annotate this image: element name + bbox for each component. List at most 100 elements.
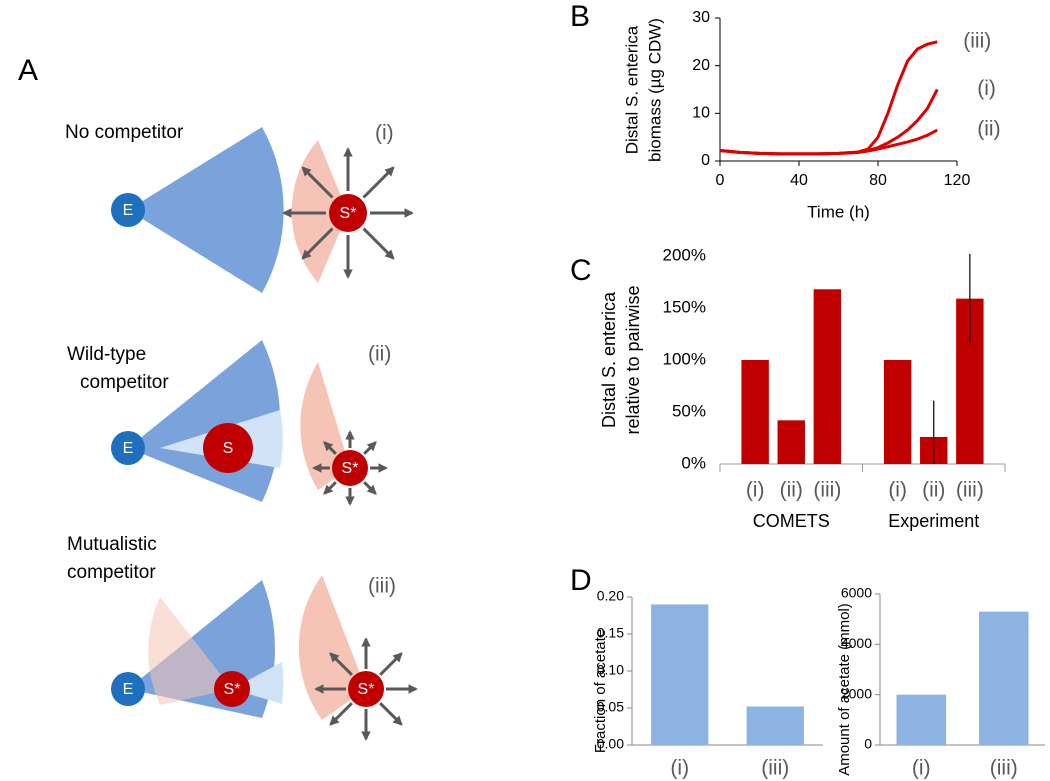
arrow <box>329 652 353 676</box>
wedge <box>232 662 284 704</box>
line-series <box>719 128 938 156</box>
x-axis-label: Time (h) <box>807 202 870 221</box>
arrow <box>301 166 334 199</box>
y-tick-label: 0 <box>864 736 872 752</box>
arrow <box>329 702 353 726</box>
row-label: competitor <box>80 372 169 393</box>
series-label: (i) <box>977 77 996 100</box>
x-tick-label: 120 <box>944 172 971 189</box>
y-axis-label: relative to pairwise <box>623 285 643 434</box>
arrow <box>363 441 377 455</box>
series-label: (ii) <box>977 118 1000 141</box>
y-axis-label: biomass (µg CDW) <box>645 18 664 162</box>
arrows <box>282 147 418 741</box>
y-axis-label: Distal S. enterica <box>599 291 619 428</box>
node-label: S* <box>340 205 357 222</box>
row-label: competitor <box>67 562 156 583</box>
node-label: S* <box>358 681 375 698</box>
x-tick-label: (ii) <box>780 479 803 502</box>
arrow <box>323 441 337 455</box>
y-tick-label: 150% <box>663 297 706 316</box>
x-tick-label: (ii) <box>922 479 945 502</box>
x-tick-label: (iii) <box>990 757 1018 780</box>
y-tick-label: 0% <box>681 453 706 472</box>
y-tick-label: 10 <box>692 105 710 122</box>
bar <box>651 604 709 745</box>
bar <box>777 420 805 464</box>
y-axis-label: Distal S. enterica <box>622 25 641 154</box>
y-tick-label: 0.10 <box>597 662 624 678</box>
node-label: S <box>223 440 234 457</box>
node-label: E <box>123 202 134 219</box>
y-tick-label: 50% <box>672 401 706 420</box>
y-tick-label: 0.20 <box>597 588 624 604</box>
row-tag: (ii) <box>368 343 391 366</box>
y-tick-label: 200% <box>663 245 706 264</box>
line-series <box>719 40 938 156</box>
y-tick-label: 0.15 <box>597 625 624 641</box>
arrow <box>362 227 395 260</box>
x-tick-label: (i) <box>746 479 765 502</box>
y-tick-label: 30 <box>692 9 710 26</box>
diagram-nodes <box>111 193 384 707</box>
panel-label: D <box>570 564 592 597</box>
node <box>329 194 367 232</box>
node <box>332 450 368 486</box>
y-tick-label: 0.00 <box>597 736 624 752</box>
x-tick-label: (iii) <box>761 757 789 780</box>
group-label: Experiment <box>888 511 979 531</box>
panel-label: B <box>570 0 590 33</box>
node <box>214 671 250 707</box>
y-tick-label: 100% <box>663 349 706 368</box>
y-tick-label: 6000 <box>841 585 872 601</box>
y-tick-label: 2000 <box>841 685 872 701</box>
node-label: E <box>123 440 134 457</box>
bar <box>979 611 1029 745</box>
y-tick-label: 4000 <box>841 635 872 651</box>
node <box>111 193 145 227</box>
node <box>111 431 145 465</box>
group-label: COMETS <box>753 511 830 531</box>
arrow <box>323 481 337 495</box>
bar <box>746 706 804 745</box>
row-label: Mutualistic <box>67 534 157 555</box>
x-tick-label: 40 <box>790 172 808 189</box>
bar <box>741 360 769 464</box>
y-tick-label: 0 <box>701 152 710 169</box>
bar <box>896 694 946 745</box>
y-tick-label: 0.05 <box>597 699 624 715</box>
series-label: (iii) <box>963 29 991 52</box>
bar <box>883 360 912 464</box>
row-tag: (iii) <box>368 575 396 598</box>
node <box>111 672 145 706</box>
bar <box>813 289 842 464</box>
arrow <box>362 166 395 199</box>
y-axis-label: Fraction of acetate <box>592 629 609 753</box>
row-label: No competitor <box>65 122 184 143</box>
x-tick-label: (iii) <box>956 479 984 502</box>
x-tick-label: (i) <box>912 757 931 780</box>
x-tick-label: 80 <box>869 172 887 189</box>
arrow <box>301 227 334 260</box>
node <box>348 671 384 707</box>
x-tick-label: 0 <box>716 172 725 189</box>
node-label: S* <box>342 460 359 477</box>
node <box>203 423 253 473</box>
arrow <box>379 702 403 726</box>
line-series <box>719 88 939 156</box>
x-tick-label: (i) <box>888 479 907 502</box>
x-tick-label: (i) <box>670 757 689 780</box>
wedge <box>128 127 284 293</box>
row-label: Wild-type <box>67 344 146 365</box>
arrow <box>379 652 403 676</box>
y-axis-label: Amount of acetate (mmol) <box>836 603 853 776</box>
arrow <box>363 481 377 495</box>
wedge <box>148 597 232 705</box>
panel-label: C <box>570 254 592 287</box>
node-label: S* <box>224 681 241 698</box>
y-tick-label: 20 <box>692 57 710 74</box>
row-tag: (i) <box>375 122 394 145</box>
panel-label: A <box>18 54 38 87</box>
node-label: E <box>123 681 134 698</box>
